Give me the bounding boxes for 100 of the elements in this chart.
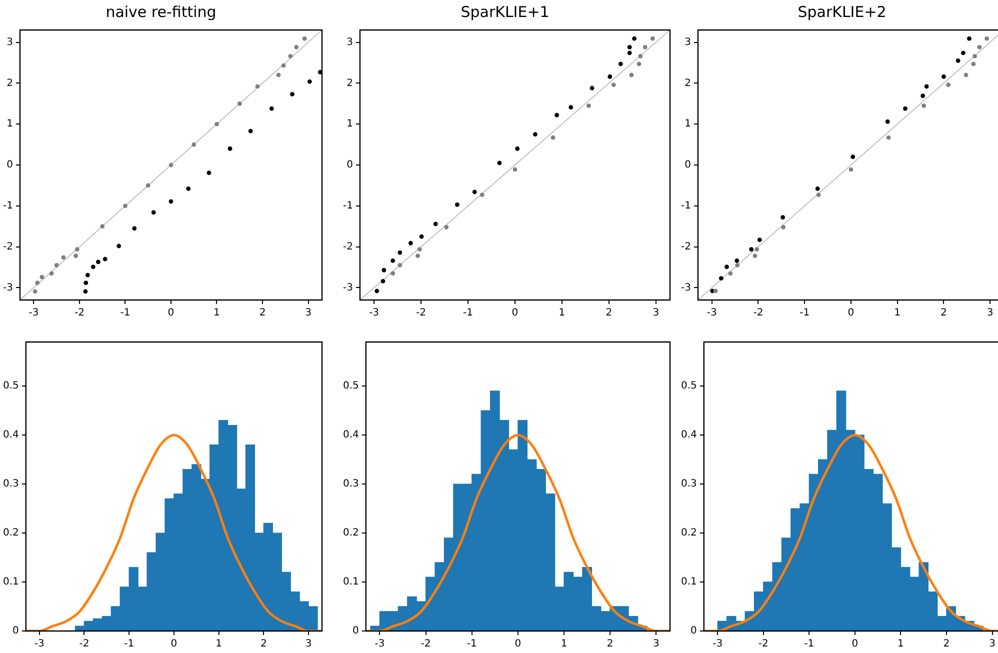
point bbox=[512, 167, 518, 172]
point bbox=[735, 263, 740, 268]
point bbox=[214, 122, 219, 126]
x-tick-label: 2 bbox=[259, 308, 266, 319]
x-tick-label: 3 bbox=[989, 638, 996, 650]
point bbox=[444, 224, 449, 230]
y-tick-label: -2 bbox=[2, 241, 13, 252]
point bbox=[433, 222, 438, 226]
point bbox=[380, 278, 386, 284]
y-tick-label: 2 bbox=[6, 78, 13, 89]
y-tick-label: -3 bbox=[680, 282, 691, 294]
y-tick-label: 0.4 bbox=[342, 430, 359, 441]
x-tick-label: 1 bbox=[214, 308, 220, 319]
point bbox=[146, 183, 150, 188]
x-tick-label: 3 bbox=[652, 638, 660, 650]
point bbox=[960, 50, 966, 56]
point bbox=[618, 62, 623, 66]
point bbox=[642, 44, 648, 50]
point bbox=[724, 264, 729, 270]
x-tick-label: 1 bbox=[216, 638, 222, 650]
x-tick-label: 0 bbox=[168, 308, 174, 319]
x-tick-label: -1 bbox=[800, 308, 810, 319]
point bbox=[971, 62, 976, 66]
point bbox=[74, 247, 80, 252]
point bbox=[977, 44, 982, 50]
x-tick-label: -3 bbox=[706, 308, 717, 319]
point bbox=[815, 186, 820, 191]
point bbox=[515, 146, 520, 151]
point bbox=[754, 247, 760, 252]
point bbox=[922, 103, 926, 108]
point bbox=[49, 271, 54, 276]
point bbox=[96, 260, 100, 264]
line-series bbox=[26, 434, 322, 631]
point bbox=[629, 72, 634, 78]
x-tick-label: -1 bbox=[120, 308, 130, 319]
point bbox=[116, 244, 122, 248]
y-tick-label: 0 bbox=[352, 626, 359, 637]
y-tick-label: -3 bbox=[342, 282, 353, 294]
point bbox=[416, 254, 420, 258]
point bbox=[850, 154, 856, 160]
y-tick-label: 0.5 bbox=[680, 380, 697, 392]
x-tick-label: 0 bbox=[852, 638, 858, 650]
point bbox=[752, 254, 758, 258]
point bbox=[269, 106, 274, 111]
y-tick-label: 0.2 bbox=[342, 528, 359, 539]
point bbox=[281, 63, 286, 68]
point bbox=[228, 146, 232, 151]
point bbox=[248, 128, 253, 134]
x-tick-label: 0 bbox=[512, 308, 518, 319]
x-tick-label: 2 bbox=[943, 638, 950, 650]
point bbox=[90, 264, 96, 270]
point bbox=[972, 54, 977, 58]
point bbox=[276, 72, 281, 78]
point bbox=[302, 36, 307, 41]
point bbox=[455, 202, 460, 207]
point bbox=[168, 162, 174, 168]
point bbox=[638, 54, 643, 58]
x-tick-label: -2 bbox=[416, 308, 426, 319]
x-tick-label: 1 bbox=[560, 638, 568, 650]
x-tick-label: -3 bbox=[374, 638, 385, 650]
point bbox=[984, 36, 990, 41]
y-tick-label: 0.3 bbox=[342, 478, 359, 490]
y-tick-label: -1 bbox=[342, 200, 353, 212]
x-tick-label: 0 bbox=[170, 638, 178, 650]
point bbox=[74, 254, 78, 258]
point bbox=[627, 44, 632, 50]
y-tick-label: 0.5 bbox=[342, 380, 359, 392]
y-tick-label: 0.5 bbox=[2, 380, 19, 392]
chart-title: SparKLIE+1 bbox=[460, 2, 550, 21]
y-tick-label: 3 bbox=[346, 36, 353, 48]
chart-title: naive re-fitting bbox=[106, 2, 216, 21]
point bbox=[84, 280, 88, 286]
point bbox=[728, 271, 733, 276]
point bbox=[102, 256, 108, 262]
x-tick-label: 0 bbox=[848, 308, 854, 319]
y-tick-label: -2 bbox=[342, 241, 353, 252]
point bbox=[903, 106, 908, 111]
point bbox=[151, 210, 156, 215]
point bbox=[390, 271, 396, 276]
y-tick-label: 1 bbox=[346, 118, 353, 130]
x-tick-label: -1 bbox=[124, 638, 134, 650]
y-tick-label: 1 bbox=[6, 118, 13, 130]
point bbox=[554, 112, 559, 118]
point bbox=[35, 280, 40, 286]
point bbox=[650, 36, 655, 41]
y-tick-label: -3 bbox=[2, 282, 13, 294]
y-tick-label: 0 bbox=[12, 626, 19, 637]
point bbox=[61, 255, 66, 260]
point bbox=[419, 234, 424, 239]
point bbox=[86, 272, 90, 278]
line-series bbox=[366, 434, 670, 631]
y-tick-label: 0.2 bbox=[2, 528, 19, 539]
y-tick-label: 0.4 bbox=[680, 430, 697, 441]
point bbox=[550, 135, 556, 140]
x-tick-label: -1 bbox=[463, 308, 474, 319]
y-tick-label: 0 bbox=[684, 160, 691, 171]
x-tick-label: 1 bbox=[894, 308, 901, 319]
x-tick-label: 3 bbox=[986, 308, 994, 319]
y-tick-label: -1 bbox=[680, 200, 691, 212]
point bbox=[586, 103, 591, 108]
